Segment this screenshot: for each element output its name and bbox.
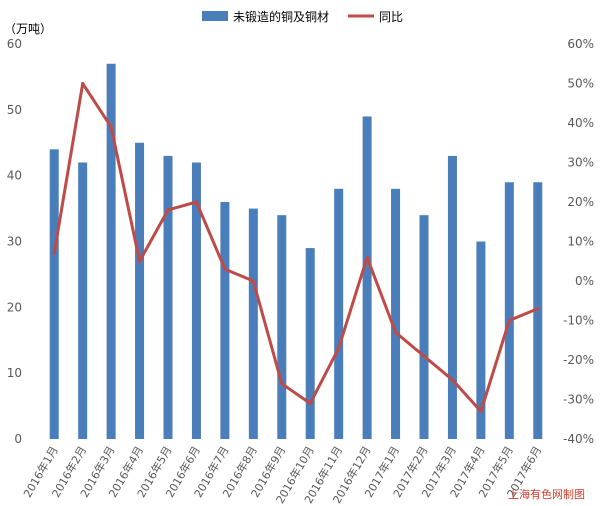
right-tick-label: -10% <box>563 314 594 328</box>
bar-18 <box>533 182 543 439</box>
bar-1 <box>49 149 59 440</box>
yoy-point-4 <box>137 259 142 263</box>
left-axis-ticks: 0 10 20 30 40 50 60 <box>7 37 22 446</box>
bar-14 <box>419 215 429 439</box>
y-axis-unit-label: （万吨） <box>4 22 52 36</box>
bar-8 <box>248 208 258 439</box>
bar-4 <box>135 142 145 439</box>
bar-16 <box>476 241 486 439</box>
bar-12 <box>362 116 372 440</box>
left-tick-label: 40 <box>7 169 22 183</box>
right-tick-label: 40% <box>567 116 594 130</box>
line-series <box>52 81 540 413</box>
yoy-point-15 <box>450 378 455 382</box>
yoy-point-1 <box>52 251 56 255</box>
right-tick-label: 10% <box>567 235 594 249</box>
bar-2 <box>78 162 88 439</box>
yoy-line <box>52 82 539 413</box>
bar-13 <box>391 188 401 439</box>
yoy-point-7 <box>223 267 227 271</box>
yoy-point-8 <box>251 279 255 283</box>
right-tick-label: 0% <box>575 274 594 288</box>
yoy-point-10 <box>308 401 312 406</box>
right-tick-label: -20% <box>563 353 594 367</box>
legend-swatch-bars <box>202 11 228 21</box>
bar-10 <box>305 248 315 439</box>
bar-6 <box>191 162 201 439</box>
x-axis-ticks: 2016年1月2016年2月2016年3月2016年4月2016年5月2016年… <box>20 444 544 506</box>
right-tick-label: 30% <box>567 156 594 170</box>
left-tick-label: 50 <box>7 103 22 117</box>
bar-5 <box>163 155 173 439</box>
legend: 未锻造的铜及铜材 同比 <box>202 9 403 24</box>
yoy-point-14 <box>422 354 426 358</box>
yoy-point-12 <box>365 255 369 259</box>
left-tick-label: 0 <box>14 432 22 446</box>
left-tick-label: 60 <box>7 37 22 51</box>
legend-label-bars: 未锻造的铜及铜材 <box>233 9 329 24</box>
right-axis-ticks: -40% -30% -20% -10% 0% 10% 20% 30% 40% 50% 60% <box>563 37 594 446</box>
yoy-point-9 <box>280 382 284 386</box>
yoy-point-5 <box>166 208 170 212</box>
left-tick-label: 20 <box>7 300 22 314</box>
yoy-point-13 <box>393 330 398 334</box>
right-tick-label: 50% <box>567 77 594 91</box>
bar-3 <box>106 63 116 439</box>
source-credit: 上海有色网制图 <box>508 487 585 501</box>
left-tick-label: 10 <box>7 366 22 380</box>
left-tick-label: 30 <box>7 235 22 249</box>
yoy-point-16 <box>479 409 483 413</box>
right-tick-label: 60% <box>567 37 594 51</box>
legend-label-line: 同比 <box>379 10 403 24</box>
right-tick-label: -30% <box>563 393 594 407</box>
right-tick-label: -40% <box>563 432 594 446</box>
right-tick-label: 20% <box>567 195 594 209</box>
bar-7 <box>220 202 230 439</box>
yoy-point-11 <box>337 346 341 350</box>
bar-15 <box>447 155 457 439</box>
bar-series <box>49 63 543 440</box>
bar-17 <box>504 182 514 439</box>
bar-9 <box>277 215 287 439</box>
bar-11 <box>334 188 344 439</box>
yoy-point-6 <box>194 200 199 204</box>
yoy-point-2 <box>81 81 85 86</box>
yoy-point-3 <box>109 125 113 129</box>
yoy-point-18 <box>536 307 540 311</box>
yoy-point-17 <box>507 318 511 323</box>
